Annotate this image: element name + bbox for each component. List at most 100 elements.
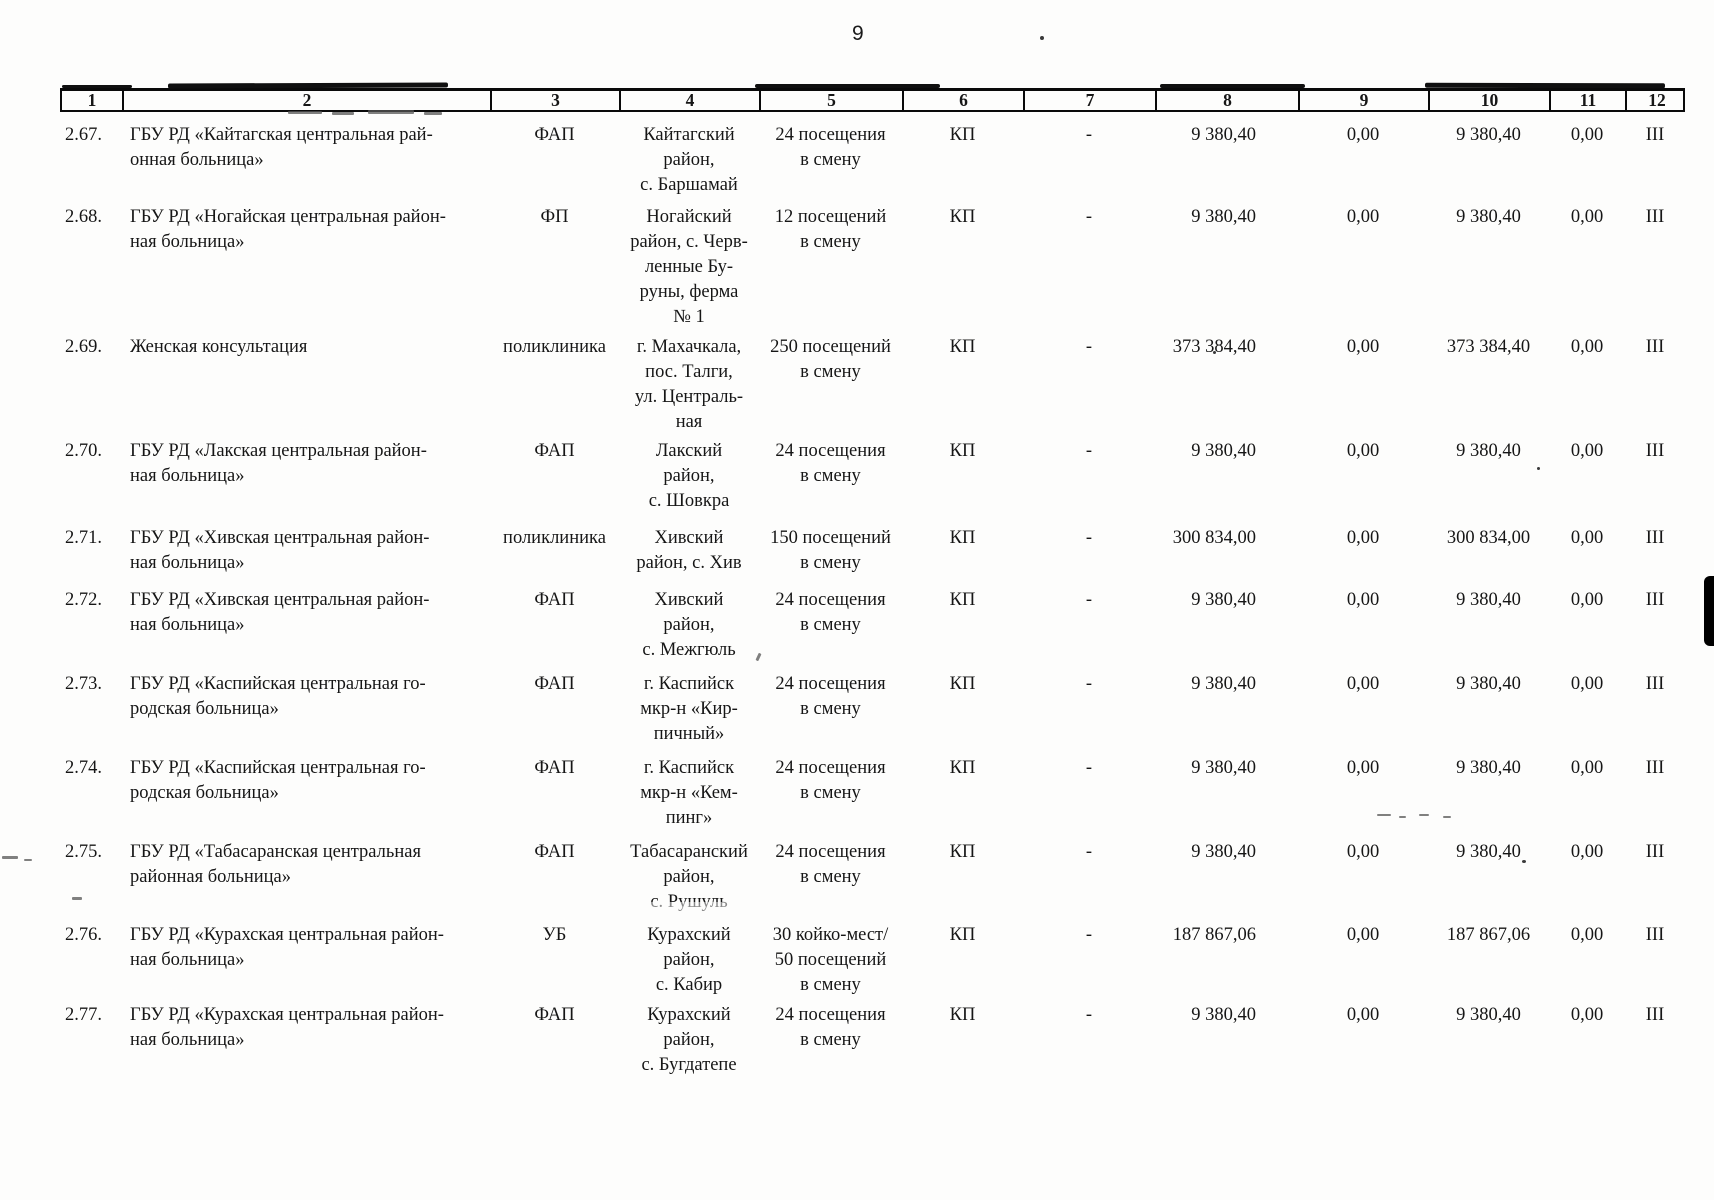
- cell-facility-type: УБ: [542, 925, 567, 945]
- cell-tariff-amount-2: 0,00: [1346, 758, 1380, 778]
- cell-capacity: 24 посещения в смену: [775, 674, 886, 719]
- header-cell-1: 1: [62, 91, 124, 110]
- cell-tariff-amount-2: 0,00: [1346, 441, 1380, 461]
- cell-tariff-amount-1: 187 867,06: [1172, 925, 1256, 945]
- cell-facility-type: ФАП: [534, 125, 575, 145]
- cell-category: III: [1645, 207, 1665, 227]
- cell-capacity: 12 посещений в смену: [774, 207, 887, 252]
- cell-organization-name: ГБУ РД «Хивская центральная район- ная б…: [130, 528, 430, 573]
- cell-tariff-amount-4: 0,00: [1570, 1005, 1604, 1025]
- header-cell-12: 12: [1648, 91, 1666, 110]
- cell-tariff-amount-3: 9 380,40: [1456, 590, 1521, 610]
- page-number: 9: [852, 22, 864, 45]
- scan-artifact: [1377, 814, 1391, 816]
- cell-category: III: [1645, 674, 1665, 694]
- cell-category: III: [1645, 1005, 1665, 1025]
- cell-row-number: 2.71.: [65, 528, 102, 548]
- cell-capacity: 250 посещений в смену: [770, 337, 891, 382]
- cell-tariff-amount-1: 9 380,40: [1191, 441, 1256, 461]
- scan-speck: [1522, 860, 1526, 863]
- cell-facility-type: ФАП: [534, 674, 575, 694]
- cell-organization-name: ГБУ РД «Кайтагская центральная рай- онна…: [130, 125, 433, 170]
- cell-organization-name: ГБУ РД «Каспийская центральная го- родск…: [130, 674, 426, 719]
- scan-artifact: [755, 84, 940, 88]
- table-row: 2.75. ГБУ РД «Табасаранская центральная р…: [60, 840, 1685, 915]
- cell-payment-marker: КП: [949, 125, 976, 145]
- table-row: 2.74. ГБУ РД «Каспийская центральная го- …: [60, 756, 1685, 831]
- table-row: 2.71. ГБУ РД «Хивская центральная район- …: [60, 526, 1685, 576]
- cell-column-7-value: -: [1085, 842, 1093, 862]
- scan-artifact: [1399, 816, 1406, 818]
- cell-column-7-value: -: [1085, 528, 1093, 548]
- cell-facility-type: ФАП: [534, 842, 575, 862]
- table-body: 2.67. ГБУ РД «Кайтагская центральная рай-…: [60, 112, 1685, 1078]
- cell-location: Курахский район, с. Бугдатепе: [641, 1005, 737, 1075]
- cell-location: Хивский район, с. Хив: [636, 528, 742, 573]
- cell-location: Лакский район, с. Шовкра: [648, 441, 730, 511]
- scan-artifact: [62, 85, 132, 88]
- cell-facility-type: поликлиника: [503, 528, 606, 548]
- cell-tariff-amount-4: 0,00: [1570, 441, 1604, 461]
- cell-payment-marker: КП: [949, 925, 976, 945]
- scan-blob: [1704, 576, 1714, 646]
- cell-organization-name: ГБУ РД «Хивская центральная район- ная б…: [130, 590, 430, 635]
- scan-artifact: [1424, 82, 1666, 89]
- cell-column-7-value: -: [1085, 758, 1093, 778]
- cell-tariff-amount-1: 9 380,40: [1191, 758, 1256, 778]
- cell-tariff-amount-3: 9 380,40: [1456, 125, 1521, 145]
- table-row: 2.76. ГБУ РД «Курахская центральная район…: [60, 923, 1685, 998]
- cell-tariff-amount-1: 9 380,40: [1191, 590, 1256, 610]
- cell-category: III: [1645, 842, 1665, 862]
- cell-capacity: 24 посещения в смену: [775, 1005, 886, 1050]
- cell-row-number: 2.74.: [65, 758, 102, 778]
- cell-payment-marker: КП: [949, 528, 976, 548]
- scan-artifact: [1443, 816, 1451, 818]
- cell-tariff-amount-3: 300 834,00: [1446, 528, 1531, 548]
- cell-facility-type: ФАП: [534, 590, 575, 610]
- scan-speck: [1213, 351, 1216, 354]
- cell-tariff-amount-2: 0,00: [1346, 125, 1380, 145]
- cell-organization-name: ГБУ РД «Лакская центральная район- ная б…: [130, 441, 427, 486]
- scan-speck: [1040, 36, 1044, 40]
- cell-column-7-value: -: [1085, 1005, 1093, 1025]
- header-cell-6: 6: [904, 91, 1025, 110]
- cell-capacity: 24 посещения в смену: [775, 842, 886, 887]
- cell-tariff-amount-3: 373 384,40: [1446, 337, 1531, 357]
- header-cell-9: 9: [1300, 91, 1430, 110]
- cell-location: Ногайский район, с. Черв- ленные Бу- рун…: [630, 207, 748, 327]
- cell-category: III: [1645, 337, 1665, 357]
- scan-artifact: [368, 110, 414, 114]
- cell-tariff-amount-4: 0,00: [1570, 207, 1604, 227]
- cell-payment-marker: КП: [949, 590, 976, 610]
- scan-artifact: [424, 112, 442, 115]
- cell-payment-marker: КП: [949, 1005, 976, 1025]
- cell-column-7-value: -: [1085, 207, 1093, 227]
- header-cell-4: 4: [621, 91, 761, 110]
- cell-category: III: [1645, 528, 1665, 548]
- table-row: 2.70. ГБУ РД «Лакская центральная район- …: [60, 439, 1685, 514]
- table-header-row: 1 2 3 4 5 6 7 8 9 10 11 12: [60, 88, 1685, 112]
- cell-tariff-amount-1: 373 384,40: [1172, 337, 1256, 357]
- cell-row-number: 2.76.: [65, 925, 102, 945]
- cell-tariff-amount-2: 0,00: [1346, 674, 1380, 694]
- cell-payment-marker: КП: [949, 441, 976, 461]
- cell-row-number: 2.77.: [65, 1005, 102, 1025]
- cell-tariff-amount-4: 0,00: [1570, 842, 1604, 862]
- cell-location: Табасаранский район, с. Рушуль: [619, 840, 759, 915]
- cell-tariff-amount-2: 0,00: [1346, 925, 1380, 945]
- cell-tariff-amount-1: 9 380,40: [1191, 674, 1256, 694]
- cell-tariff-amount-4: 0,00: [1570, 125, 1604, 145]
- cell-capacity: 24 посещения в смену: [775, 441, 886, 486]
- header-cell-8: 8: [1157, 91, 1300, 110]
- cell-tariff-amount-1: 9 380,40: [1191, 207, 1256, 227]
- header-cell-5: 5: [761, 91, 904, 110]
- scan-artifact: [332, 112, 354, 115]
- cell-organization-name: Женская консультация: [130, 337, 308, 357]
- cell-column-7-value: -: [1085, 925, 1093, 945]
- cell-capacity: 24 посещения в смену: [775, 758, 886, 803]
- cell-tariff-amount-2: 0,00: [1346, 1005, 1380, 1025]
- cell-location: Курахский район, с. Кабир: [647, 925, 731, 995]
- scan-artifact: [288, 111, 322, 114]
- cell-column-7-value: -: [1085, 674, 1093, 694]
